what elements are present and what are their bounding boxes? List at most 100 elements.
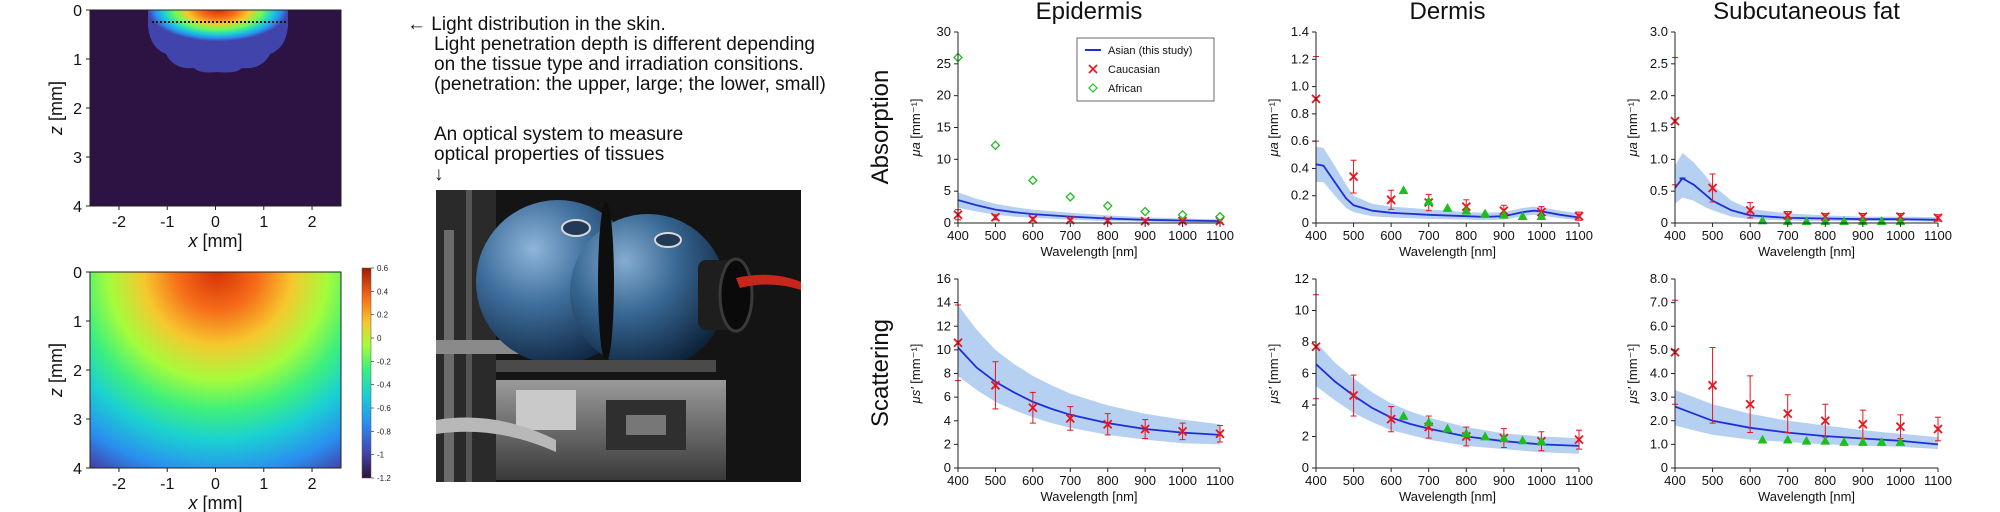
legend-asian-label: Asian (this study) bbox=[1108, 45, 1192, 57]
chart-y-tick-label: 0 bbox=[1661, 460, 1668, 475]
caucasian-point bbox=[1783, 210, 1793, 220]
chart-x-tick-label: 1100 bbox=[1924, 228, 1952, 243]
chart-y-tick-label: 0 bbox=[1302, 460, 1309, 475]
african-point bbox=[1498, 433, 1509, 442]
chart-x-tick-label: 900 bbox=[1134, 473, 1156, 488]
chart-x-tick-label: 400 bbox=[1664, 228, 1686, 243]
light-distribution-line: ← Light distribution in the skin. bbox=[407, 14, 666, 35]
caucasian-point bbox=[1386, 195, 1396, 205]
african-point bbox=[1442, 202, 1453, 212]
chart-y-axis-label: μa [mm⁻¹] bbox=[908, 98, 923, 157]
chart-y-tick-label: 1.4 bbox=[1291, 24, 1309, 39]
african-point bbox=[1536, 211, 1547, 221]
chart-x-tick-label: 400 bbox=[1664, 473, 1686, 488]
chart-x-tick-label: 700 bbox=[1418, 228, 1440, 243]
caucasian-point bbox=[1386, 414, 1396, 424]
chart-y-tick-label: 6.0 bbox=[1650, 318, 1668, 333]
chart-x-axis-label: Wavelength [nm] bbox=[1040, 244, 1137, 259]
chart-y-tick-label: 0 bbox=[944, 460, 951, 475]
chart-y-axis-label-unit: [mm⁻¹] bbox=[908, 98, 923, 138]
chart-y-tick-label: 25 bbox=[937, 56, 951, 71]
chart-y-axis-label-unit: [mm⁻¹] bbox=[908, 344, 923, 384]
legend-caucasian-swatch bbox=[1088, 64, 1098, 74]
chart-title: Subcutaneous fat bbox=[1713, 0, 1900, 25]
optical-system-line: optical properties of tissues bbox=[434, 144, 665, 165]
asian-series-line bbox=[958, 346, 1220, 436]
caucasian-point bbox=[1177, 426, 1188, 437]
heatmap-x-tick-label: 1 bbox=[259, 214, 268, 231]
colorbar-gradient bbox=[361, 267, 372, 479]
chart-x-tick-label: 700 bbox=[1059, 228, 1081, 243]
caucasian-point bbox=[1933, 213, 1943, 223]
heatmap-y-tick-label: 1 bbox=[73, 52, 82, 69]
heatmap-y-axis-label-unit: [mm] bbox=[46, 81, 66, 121]
heatmap-y-axis-label: z [mm] bbox=[46, 343, 66, 398]
chart-6: 400 500 600 700 800 900 1000 1100 0 1.0 2.0 3.0 4.0 5… bbox=[1625, 271, 1952, 504]
chart-y-tick-label: 20 bbox=[937, 88, 951, 103]
chart-x-tick-label: 600 bbox=[1380, 473, 1402, 488]
chart-x-tick-label: 500 bbox=[1702, 473, 1724, 488]
chart-y-tick-label: 1.0 bbox=[1650, 151, 1668, 166]
heatmap-bottom-light-region bbox=[90, 272, 341, 468]
chart-y-tick-label: 8 bbox=[944, 366, 951, 381]
chart-y-tick-label: 6 bbox=[1302, 366, 1309, 381]
african-point bbox=[1177, 209, 1188, 220]
chart-x-tick-label: 1100 bbox=[1206, 473, 1234, 488]
asian-uncertainty-band bbox=[1316, 342, 1579, 454]
chart-y-tick-label: 0.5 bbox=[1650, 183, 1668, 198]
african-point bbox=[1398, 185, 1409, 195]
chart-x-tick-label: 800 bbox=[1814, 473, 1836, 488]
caucasian-point bbox=[1707, 380, 1718, 390]
chart-y-tick-label: 14 bbox=[937, 295, 951, 310]
chart-y-tick-label: 15 bbox=[937, 120, 951, 135]
heatmap-y-tick-label: 4 bbox=[73, 199, 82, 216]
chart-x-tick-label: 600 bbox=[1380, 228, 1402, 243]
chart-y-tick-label: 0.6 bbox=[1291, 133, 1309, 148]
row-label-absorption: Absorption bbox=[867, 70, 894, 185]
chart-x-axis-label: Wavelength [nm] bbox=[1399, 489, 1496, 504]
heatmap-x-axis-label-unit: [mm] bbox=[203, 493, 243, 512]
colorbar-tick-label: -0.6 bbox=[377, 404, 391, 413]
heatmap-y-tick-label: 1 bbox=[73, 314, 82, 331]
heatmap-y-tick-label: 2 bbox=[73, 363, 82, 380]
colorbar-axis: 0.6 0.4 0.2 0 -0.2 -0.4 -0.6 -0.8 -1 -1.2 bbox=[371, 264, 391, 483]
african-point bbox=[990, 140, 1001, 151]
caucasian-point bbox=[990, 212, 1001, 222]
optical-system-illustration bbox=[436, 190, 801, 482]
heatmap-y-tick-label: 0 bbox=[73, 3, 82, 20]
colorbar bbox=[361, 267, 372, 479]
chart-x-tick-label: 600 bbox=[1022, 473, 1044, 488]
caucasian-point bbox=[1707, 183, 1718, 193]
legend-caucasian-label: Caucasian bbox=[1108, 64, 1160, 76]
chart-4: 400 500 600 700 800 900 1000 1100 0 2 4 6 8 10 12 14 16 W… bbox=[908, 271, 1234, 504]
caucasian-point bbox=[1140, 424, 1150, 434]
chart-x-tick-label: 1000 bbox=[1527, 473, 1556, 488]
chart-1: 400 500 600 700 800 900 1000 1100 0 5 10 15 20 25 30 Wa… bbox=[908, 0, 1234, 259]
african-point bbox=[1027, 175, 1038, 186]
heatmap-y-tick-label: 0 bbox=[73, 265, 82, 282]
chart-y-axis-label-var: μs' bbox=[908, 384, 923, 405]
asian-series-line bbox=[1316, 163, 1579, 219]
colorbar-tick-label: -0.8 bbox=[377, 427, 391, 436]
asian-series-line bbox=[1316, 363, 1579, 447]
chart-y-tick-label: 1.0 bbox=[1650, 436, 1668, 451]
chart-x-tick-label: 400 bbox=[947, 473, 969, 488]
heatmap-x-tick-label: -1 bbox=[160, 214, 174, 231]
caucasian-point bbox=[1215, 429, 1225, 439]
colorbar-tick-label: 0.6 bbox=[377, 264, 389, 273]
chart-x-tick-label: 1000 bbox=[1168, 228, 1197, 243]
chart-y-tick-label: 8 bbox=[1302, 334, 1309, 349]
heatmap-y-axis-label: z [mm] bbox=[46, 81, 66, 136]
chart-y-tick-label: 3.0 bbox=[1650, 389, 1668, 404]
chart-y-tick-label: 30 bbox=[937, 24, 951, 39]
heatmap-x-tick-label: -1 bbox=[160, 476, 174, 493]
heatmap-x-axis-label: x [mm] bbox=[187, 493, 242, 512]
chart-legend: Asian (this study) Caucasian African bbox=[1076, 37, 1215, 102]
chart-y-tick-label: 8.0 bbox=[1650, 271, 1668, 286]
african-point bbox=[1102, 200, 1113, 211]
chart-y-axis-label: μs' [mm⁻¹] bbox=[908, 344, 923, 405]
optical-system-photo bbox=[436, 190, 801, 482]
